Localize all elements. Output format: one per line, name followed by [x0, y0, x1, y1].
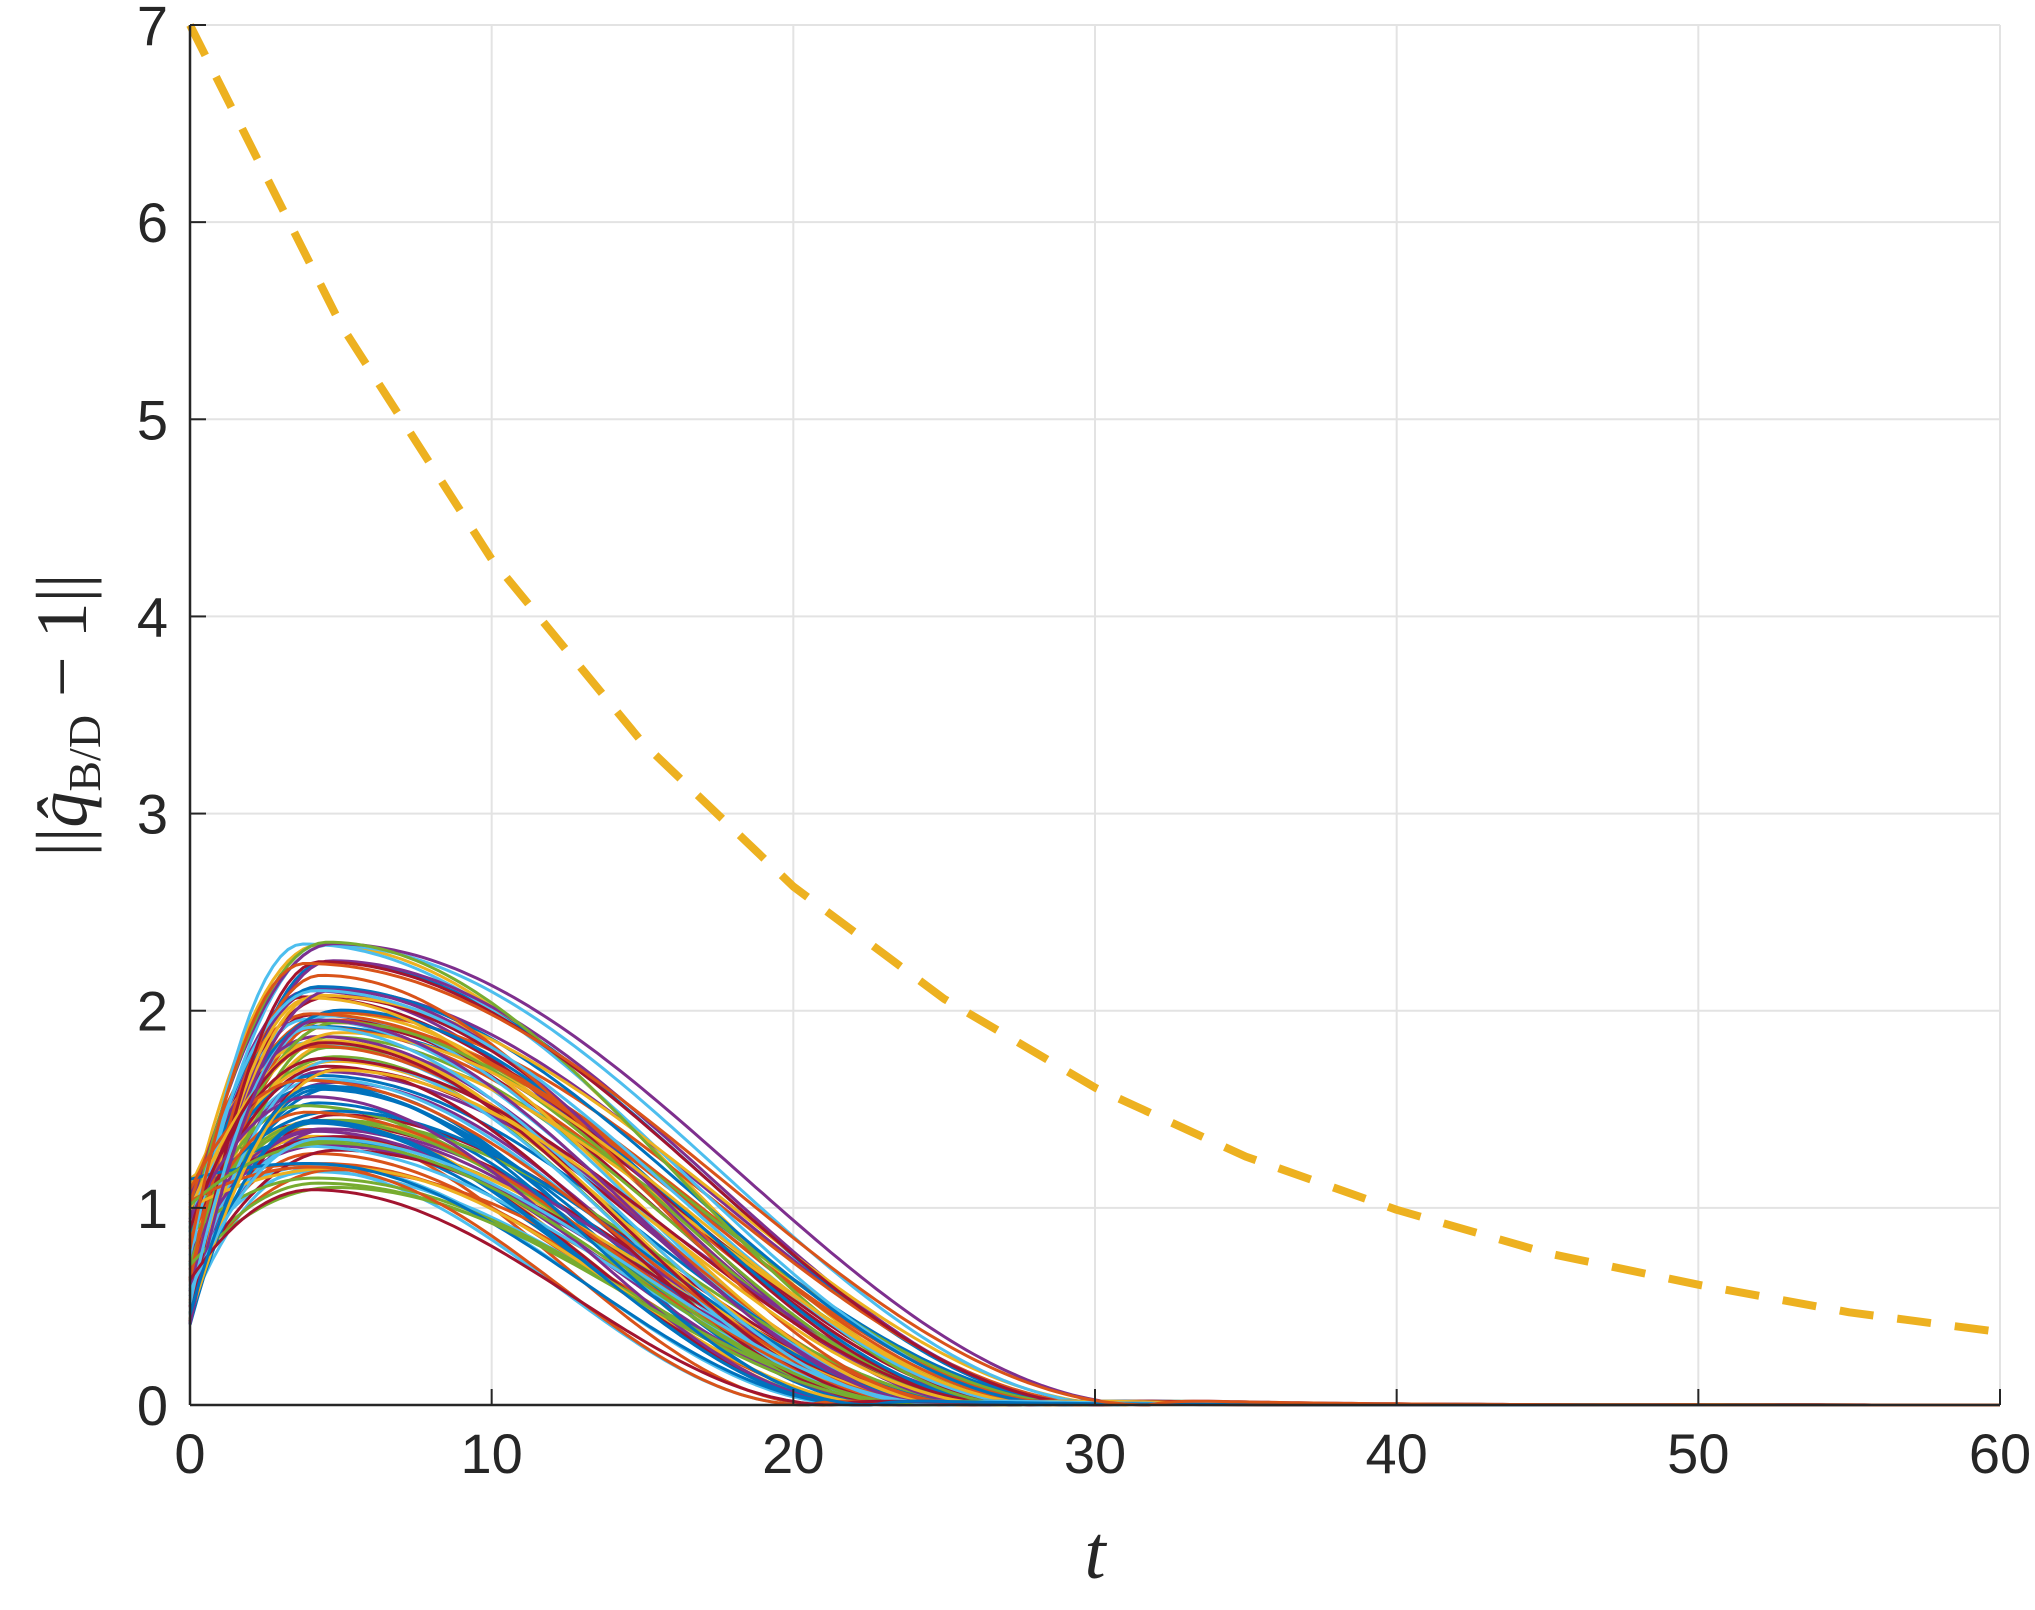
- y-tick-labels: 0 1 2 3 4 5 6 7: [137, 0, 168, 1437]
- x-tick-label: 60: [1969, 1422, 2031, 1485]
- y-axis-label-prefix: ||: [22, 828, 102, 857]
- axes: [188, 24, 2001, 1407]
- x-tick-label: 10: [461, 1422, 523, 1485]
- x-tick-label: 20: [762, 1422, 824, 1485]
- x-axis-label: t: [1084, 1511, 1107, 1595]
- y-tick-label: 5: [137, 388, 168, 451]
- y-tick-label: 0: [137, 1374, 168, 1437]
- y-tick-label: 6: [137, 191, 168, 254]
- bound-curve: [186, 23, 2001, 1337]
- y-tick-label: 7: [137, 0, 168, 57]
- x-tick-label: 0: [174, 1422, 205, 1485]
- y-tick-label: 2: [137, 980, 168, 1043]
- y-axis-label-suffix: − 1||: [22, 574, 102, 715]
- x-tick-label: 40: [1366, 1422, 1428, 1485]
- y-tick-label: 4: [137, 585, 168, 648]
- x-tick-labels: 0 10 20 30 40 50 60: [174, 1422, 2031, 1485]
- bound-layer: [186, 23, 2001, 1337]
- x-tick-label: 30: [1064, 1422, 1126, 1485]
- y-tick-label: 1: [137, 1177, 168, 1240]
- x-tick-label: 50: [1667, 1422, 1729, 1485]
- y-axis-label-q: q̂: [22, 792, 102, 828]
- y-axis-label-subscript: B/D: [59, 715, 110, 792]
- y-tick-label: 3: [137, 783, 168, 846]
- y-axis-label: ||q̂B/D − 1||: [22, 574, 110, 857]
